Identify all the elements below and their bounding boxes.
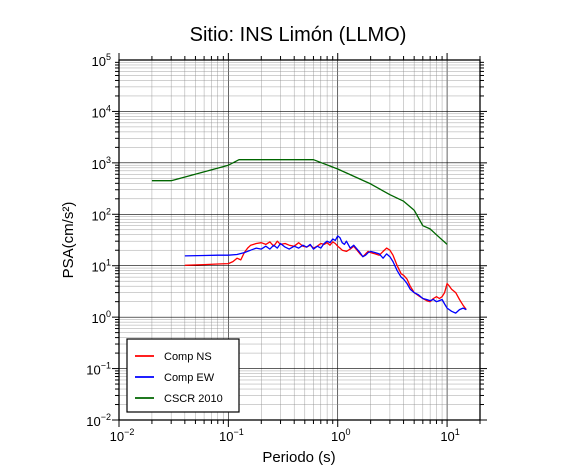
x-tick-label: 100 [331, 427, 350, 444]
legend-label: Comp EW [164, 372, 215, 384]
x-tick-label: 10−2 [110, 427, 135, 444]
y-tick-label: 104 [92, 103, 111, 120]
legend-box [126, 338, 240, 413]
y-tick-labels: 10−2 10−1 100 101 102 103 104 105 [86, 52, 111, 429]
legend-label: CSCR 2010 [164, 393, 223, 405]
y-tick-label: 10−1 [86, 361, 111, 378]
y-axis-label: PSA(cm/s²) [60, 202, 77, 279]
y-tick-label: 102 [92, 206, 111, 223]
ticks [112, 53, 487, 427]
y-tick-label: 100 [92, 309, 111, 326]
legend-label: Comp NS [164, 351, 212, 363]
x-axis-label: Periodo (s) [262, 449, 335, 466]
y-tick-label: 10−2 [86, 412, 111, 429]
series-line-3 [151, 159, 448, 245]
series-layer [151, 159, 467, 314]
chart-title: Sitio: INS Limón (LLMO) [190, 24, 407, 46]
y-tick-label: 103 [92, 155, 111, 172]
y-tick-label: 105 [92, 52, 111, 69]
legend: Comp NS Comp EW CSCR 2010 [126, 338, 240, 413]
legend-items: Comp NS Comp EW CSCR 2010 [135, 351, 223, 405]
series-line-2 [184, 235, 467, 314]
x-tick-label: 101 [440, 427, 459, 444]
grid [118, 60, 481, 421]
series-line-1 [184, 240, 467, 310]
plot-frame [118, 59, 481, 421]
x-tick-labels: 10−2 10−1 100 101 [110, 427, 460, 444]
y-tick-label: 101 [92, 258, 111, 275]
x-tick-label: 10−1 [219, 427, 244, 444]
